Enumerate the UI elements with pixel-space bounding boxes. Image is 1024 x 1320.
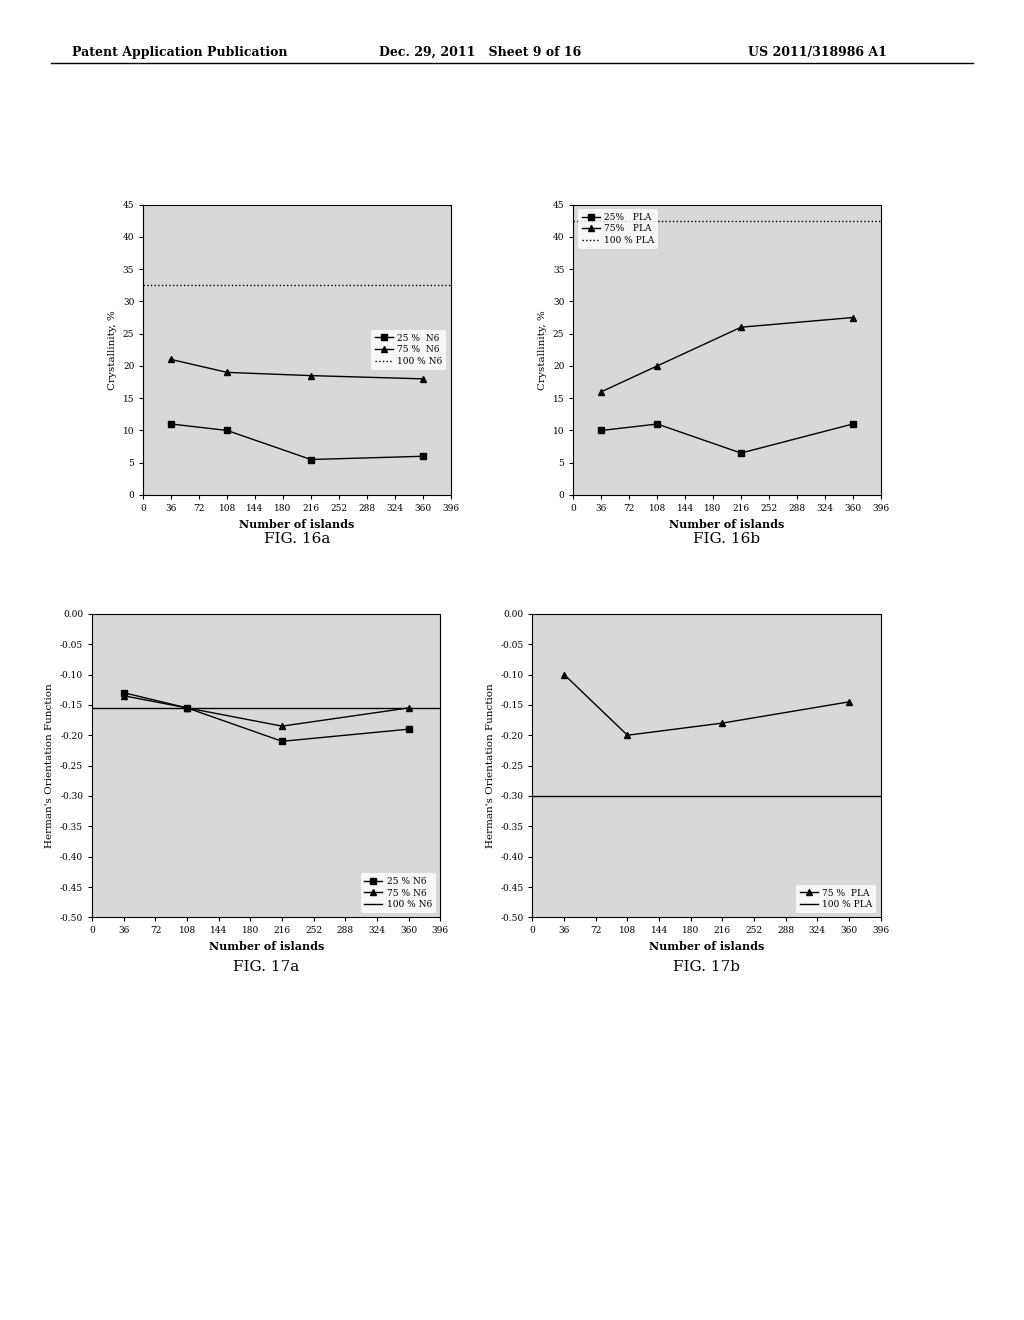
Line: 75 %  N6: 75 % N6 [169, 356, 425, 381]
25%   PLA [651, 416, 664, 432]
Legend: 25%   PLA, 75%   PLA, 100 % PLA: 25% PLA, 75% PLA, 100 % PLA [578, 209, 658, 248]
25 % N6 [118, 685, 130, 701]
X-axis label: Number of islands: Number of islands [240, 519, 354, 529]
75 % N6 [118, 688, 130, 704]
75 %  N6 [417, 371, 429, 387]
Text: FIG. 17a: FIG. 17a [233, 960, 299, 974]
75%   PLA [595, 384, 607, 400]
75 %  N6 [165, 351, 177, 367]
Legend: 25 %  N6, 75 %  N6, 100 % N6: 25 % N6, 75 % N6, 100 % N6 [371, 330, 446, 370]
Line: 25%   PLA: 25% PLA [599, 421, 855, 455]
75 %  N6 [221, 364, 233, 380]
25 % N6 [181, 700, 194, 715]
Line: 75 % N6: 75 % N6 [121, 693, 412, 729]
75 % N6 [275, 718, 288, 734]
25%   PLA [595, 422, 607, 438]
Text: US 2011/318986 A1: US 2011/318986 A1 [748, 46, 887, 59]
75 % N6 [181, 700, 194, 715]
75 % N6 [402, 700, 415, 715]
75 %  PLA [716, 715, 728, 731]
75 %  PLA [622, 727, 634, 743]
Line: 25 % N6: 25 % N6 [121, 690, 412, 744]
Line: 75 %  PLA: 75 % PLA [561, 672, 852, 738]
25 %  N6 [305, 451, 317, 467]
25%   PLA [735, 445, 748, 461]
25 % N6 [275, 734, 288, 750]
25 % N6 [402, 721, 415, 737]
Line: 25 %  N6: 25 % N6 [169, 421, 425, 462]
Y-axis label: Herman's Orientation Function: Herman's Orientation Function [485, 684, 495, 847]
25%   PLA [847, 416, 859, 432]
Text: FIG. 17b: FIG. 17b [673, 960, 740, 974]
Y-axis label: Herman's Orientation Function: Herman's Orientation Function [45, 684, 54, 847]
75%   PLA [847, 310, 859, 326]
X-axis label: Number of islands: Number of islands [649, 941, 764, 952]
X-axis label: Number of islands: Number of islands [209, 941, 324, 952]
Legend: 75 %  PLA, 100 % PLA: 75 % PLA, 100 % PLA [796, 884, 877, 913]
25 %  N6 [165, 416, 177, 432]
Legend: 25 % N6, 75 % N6, 100 % N6: 25 % N6, 75 % N6, 100 % N6 [360, 874, 436, 913]
75 %  PLA [843, 694, 855, 710]
Y-axis label: Crystallinity, %: Crystallinity, % [539, 310, 547, 389]
25 %  N6 [417, 449, 429, 465]
75%   PLA [735, 319, 748, 335]
Text: FIG. 16a: FIG. 16a [264, 532, 330, 546]
25 %  N6 [221, 422, 233, 438]
Text: Dec. 29, 2011   Sheet 9 of 16: Dec. 29, 2011 Sheet 9 of 16 [379, 46, 582, 59]
75 %  PLA [558, 667, 570, 682]
Y-axis label: Crystallinity, %: Crystallinity, % [109, 310, 117, 389]
Line: 75%   PLA: 75% PLA [599, 314, 855, 395]
75 %  N6 [305, 368, 317, 384]
X-axis label: Number of islands: Number of islands [670, 519, 784, 529]
Text: Patent Application Publication: Patent Application Publication [72, 46, 287, 59]
75%   PLA [651, 358, 664, 374]
Text: FIG. 16b: FIG. 16b [693, 532, 761, 546]
